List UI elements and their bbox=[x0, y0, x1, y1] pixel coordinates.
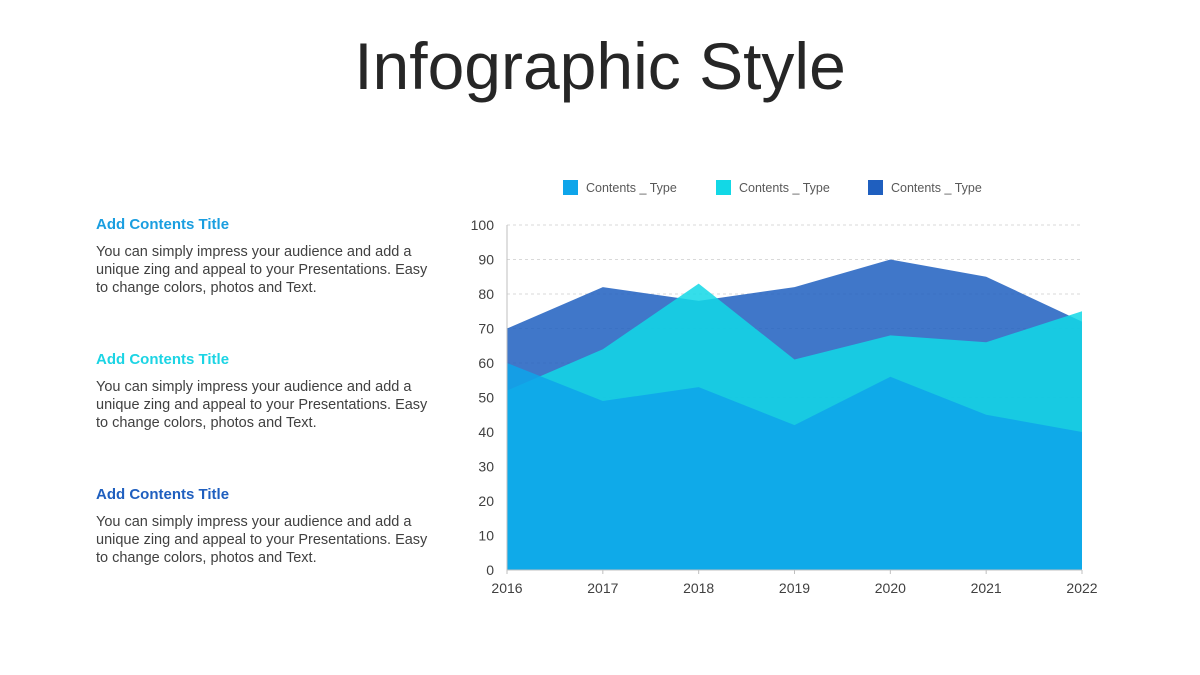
legend-swatch bbox=[868, 180, 883, 195]
legend-swatch bbox=[716, 180, 731, 195]
legend-label: Contents _ Type bbox=[891, 181, 982, 195]
y-tick-label: 50 bbox=[478, 390, 494, 406]
content-text: You can simply impress your audience and… bbox=[96, 244, 428, 296]
x-tick-label: 2022 bbox=[1066, 580, 1097, 596]
x-tick-label: 2019 bbox=[779, 580, 810, 596]
content-text: You can simply impress your audience and… bbox=[96, 514, 428, 566]
content-block-2: Add Contents Title You can simply impres… bbox=[96, 351, 436, 432]
legend-label: Contents _ Type bbox=[739, 181, 830, 195]
y-tick-label: 10 bbox=[478, 528, 494, 544]
area-series bbox=[507, 363, 1082, 570]
y-tick-label: 20 bbox=[478, 493, 494, 509]
content-block-1: Add Contents Title You can simply impres… bbox=[96, 216, 436, 297]
y-tick-label: 40 bbox=[478, 424, 494, 440]
y-tick-label: 70 bbox=[478, 321, 494, 337]
y-tick-label: 100 bbox=[471, 217, 495, 233]
content-title: Add Contents Title bbox=[96, 486, 230, 503]
legend-swatch bbox=[563, 180, 578, 195]
y-tick-label: 0 bbox=[486, 562, 494, 578]
x-tick-label: 2017 bbox=[587, 580, 618, 596]
legend-label: Contents _ Type bbox=[586, 181, 677, 195]
content-text: You can simply impress your audience and… bbox=[96, 379, 428, 431]
content-title: Add Contents Title bbox=[96, 351, 230, 368]
content-block-3: Add Contents Title You can simply impres… bbox=[96, 486, 436, 567]
slide-title: Infographic Style bbox=[354, 29, 846, 103]
y-tick-label: 30 bbox=[478, 459, 494, 475]
x-tick-label: 2020 bbox=[875, 580, 906, 596]
x-tick-label: 2016 bbox=[491, 580, 522, 596]
content-title: Add Contents Title bbox=[96, 216, 230, 233]
y-tick-label: 80 bbox=[478, 286, 494, 302]
x-tick-label: 2021 bbox=[971, 580, 1002, 596]
x-tick-label: 2018 bbox=[683, 580, 714, 596]
y-tick-label: 60 bbox=[478, 355, 494, 371]
y-tick-label: 90 bbox=[478, 252, 494, 268]
